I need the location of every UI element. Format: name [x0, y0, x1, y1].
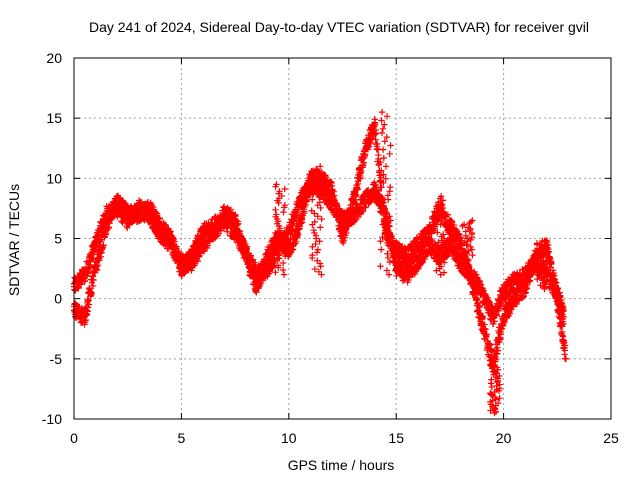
spike-marker — [308, 163, 325, 278]
axis-ticks: 0 5 10 15 20 25 -10 -5 0 5 10 15 20 — [42, 50, 619, 446]
data-series — [70, 108, 570, 417]
spike-clusters — [272, 108, 551, 417]
y-tick-label: 20 — [46, 50, 62, 66]
y-tick-label: 0 — [54, 291, 62, 307]
x-axis-label: GPS time / hours — [288, 457, 395, 473]
x-tick-label: 5 — [178, 430, 186, 446]
spike-marker — [272, 181, 289, 278]
spike-marker — [458, 217, 476, 278]
x-tick-label: 15 — [388, 430, 404, 446]
spike-marker — [486, 361, 503, 417]
x-tick-label: 25 — [603, 430, 619, 446]
chart-title: Day 241 of 2024, Sidereal Day-to-day VTE… — [89, 19, 589, 35]
y-tick-label: 5 — [54, 231, 62, 247]
y-tick-label: 15 — [46, 110, 62, 126]
x-tick-label: 0 — [70, 430, 78, 446]
spike-marker — [377, 108, 394, 278]
x-tick-label: 10 — [281, 430, 297, 446]
y-tick-label: -10 — [42, 411, 62, 427]
spike-marker — [533, 237, 551, 293]
y-axis-label: SDTVAR / TECUs — [6, 184, 22, 296]
series-1 — [70, 116, 570, 375]
y-tick-label: 10 — [46, 170, 62, 186]
y-tick-label: -5 — [50, 351, 63, 367]
x-tick-label: 20 — [496, 430, 512, 446]
spike-marker — [430, 193, 448, 278]
